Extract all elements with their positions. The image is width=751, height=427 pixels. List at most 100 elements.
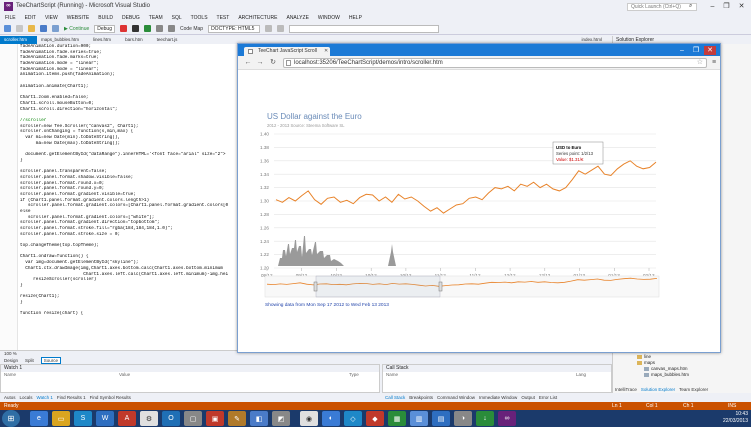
bookmark-star-icon[interactable]: ☆ <box>696 59 703 66</box>
ie-icon[interactable]: e <box>30 411 48 426</box>
search-icon[interactable]: ⌕ <box>689 3 693 9</box>
app-icon[interactable]: ▦ <box>388 411 406 426</box>
start-button[interactable]: ⊞ <box>2 410 20 427</box>
app-icon[interactable]: ◩ <box>272 411 290 426</box>
step-over-icon[interactable] <box>155 25 163 32</box>
debug-tab[interactable]: Find Results 1 <box>56 394 86 400</box>
chart-area[interactable]: US Dollar against the Euro 2012 - 2013 So… <box>238 70 720 352</box>
menu-item[interactable]: SQL <box>171 15 182 21</box>
open-file-icon[interactable] <box>28 25 35 32</box>
configuration-select[interactable]: Debug <box>94 24 115 33</box>
tree-item-line[interactable]: line <box>637 354 747 360</box>
explorer-icon[interactable]: ▭ <box>52 411 70 426</box>
maximize-button[interactable]: ❐ <box>723 3 730 10</box>
app-icon[interactable]: ◐ <box>322 411 340 426</box>
word-icon[interactable]: W <box>96 411 114 426</box>
tool-icon[interactable]: ⚙ <box>140 411 158 426</box>
debug-tab[interactable]: Breakpoints <box>409 394 434 400</box>
app-icon[interactable]: ◆ <box>366 411 384 426</box>
debug-tab[interactable]: Locals <box>19 394 33 400</box>
menu-item[interactable]: ANALYZE <box>286 15 309 21</box>
code-map-button[interactable]: Code Map <box>179 25 204 32</box>
back-icon[interactable] <box>4 25 11 32</box>
browser-close-button[interactable]: ✕ <box>704 46 716 55</box>
app-icon[interactable]: ✎ <box>228 411 246 426</box>
app-icon[interactable]: ▤ <box>432 411 450 426</box>
visual-studio-icon[interactable]: ∞ <box>498 411 516 426</box>
debug-tab[interactable]: Watch 1 <box>36 394 53 400</box>
menu-item[interactable]: DEBUG <box>121 15 140 21</box>
menu-item[interactable]: WINDOW <box>317 15 340 21</box>
document-tab[interactable]: teechart.js <box>156 37 178 42</box>
document-tab[interactable]: scroller.htm <box>0 36 38 44</box>
browser-maximize-button[interactable]: ❐ <box>692 47 700 54</box>
forward-icon[interactable] <box>16 25 23 32</box>
menu-item[interactable]: TEST <box>216 15 230 21</box>
debug-tab[interactable]: Output <box>521 394 535 400</box>
menu-item[interactable]: FILE <box>5 15 16 21</box>
save-all-icon[interactable] <box>52 25 59 32</box>
forward-icon[interactable]: → <box>256 59 264 66</box>
tab-solution-explorer[interactable]: Solution Explorer <box>640 386 676 392</box>
pause-icon[interactable] <box>131 25 139 32</box>
debug-tab[interactable]: Autos <box>4 394 16 400</box>
col-value[interactable]: Value <box>119 372 131 377</box>
document-tab[interactable]: index.html <box>581 37 602 42</box>
document-tab[interactable]: bars.htm <box>125 37 143 42</box>
close-tab-icon[interactable]: ✕ <box>324 48 329 54</box>
col-name[interactable]: Name <box>386 372 399 377</box>
reload-icon[interactable]: ↻ <box>270 59 276 66</box>
element-select[interactable] <box>289 24 440 33</box>
browser-tab[interactable]: TeeChart JavaScript Scroll ✕ <box>244 47 330 56</box>
tree-item-maps-bubbles[interactable]: maps_bubbles.htm <box>637 372 747 378</box>
debug-tab[interactable]: Call Stack <box>385 394 406 400</box>
menu-item[interactable]: EDIT <box>24 15 36 21</box>
step-into-icon[interactable] <box>167 25 175 32</box>
app-icon[interactable]: ↓ <box>476 411 494 426</box>
tree-item-canvas-maps[interactable]: canvas_maps.htm <box>637 366 747 372</box>
debug-tab[interactable]: Immediate Window <box>479 394 518 400</box>
chrome-icon[interactable]: ◉ <box>300 411 318 426</box>
col-lang[interactable]: Lang <box>576 372 587 377</box>
indent-icon[interactable] <box>277 25 285 32</box>
continue-button[interactable]: ▶ Continue <box>64 25 90 32</box>
view-tab[interactable]: Design <box>4 357 19 363</box>
code-editor[interactable]: fadeAnimation.duration=900; fadeAnimation… <box>0 44 238 350</box>
app-icon[interactable]: ◧ <box>250 411 268 426</box>
tree-item-maps[interactable]: maps <box>637 360 747 366</box>
menu-item[interactable]: TOOLS <box>190 15 208 21</box>
document-tab[interactable]: maps_bubbles.htm <box>41 37 80 42</box>
view-tab[interactable]: Source <box>40 356 62 364</box>
tab-intellitrace[interactable]: IntelliTrace <box>615 386 637 392</box>
menu-item[interactable]: TEAM <box>148 15 163 21</box>
address-bar[interactable]: localhost:35206/TeeChartScript/demos/int… <box>283 58 707 68</box>
format-icon[interactable] <box>265 25 273 32</box>
pdf-icon[interactable]: A <box>118 411 136 426</box>
debug-tab[interactable]: Command Window <box>437 394 476 400</box>
minimize-button[interactable]: – <box>710 3 715 10</box>
col-name[interactable]: Name <box>4 372 17 377</box>
debug-tab[interactable]: Error List <box>538 394 558 400</box>
app-icon[interactable]: ▢ <box>184 411 202 426</box>
back-icon[interactable]: ← <box>244 59 252 66</box>
close-button[interactable]: ✕ <box>738 3 745 10</box>
clock[interactable]: 10:43 22/03/2013 <box>712 411 748 425</box>
outlook-icon[interactable]: O <box>162 411 180 426</box>
app-icon[interactable]: ◑ <box>454 411 472 426</box>
app-icon[interactable]: ◇ <box>344 411 362 426</box>
menu-item[interactable]: BUILD <box>98 15 113 21</box>
menu-item[interactable]: HELP <box>348 15 362 21</box>
browser-minimize-button[interactable]: – <box>680 47 684 54</box>
view-tab[interactable]: Split <box>25 357 34 363</box>
doctype-select[interactable]: DOCTYPE: HTML5 <box>208 24 261 33</box>
menu-item[interactable]: VIEW <box>44 15 58 21</box>
debug-tab[interactable]: Find Symbol Results <box>89 394 131 400</box>
menu-item[interactable]: ARCHITECTURE <box>238 15 278 21</box>
menu-item[interactable]: WEBSITE <box>66 15 90 21</box>
col-type[interactable]: Type <box>349 372 359 377</box>
quick-launch-input[interactable]: Quick Launch (Ctrl+Q) <box>627 3 697 11</box>
stop-icon[interactable] <box>119 25 127 32</box>
restart-icon[interactable] <box>143 25 151 32</box>
document-tab[interactable]: lines.htm <box>93 37 112 42</box>
zoom-level[interactable]: 100 % <box>0 350 238 356</box>
